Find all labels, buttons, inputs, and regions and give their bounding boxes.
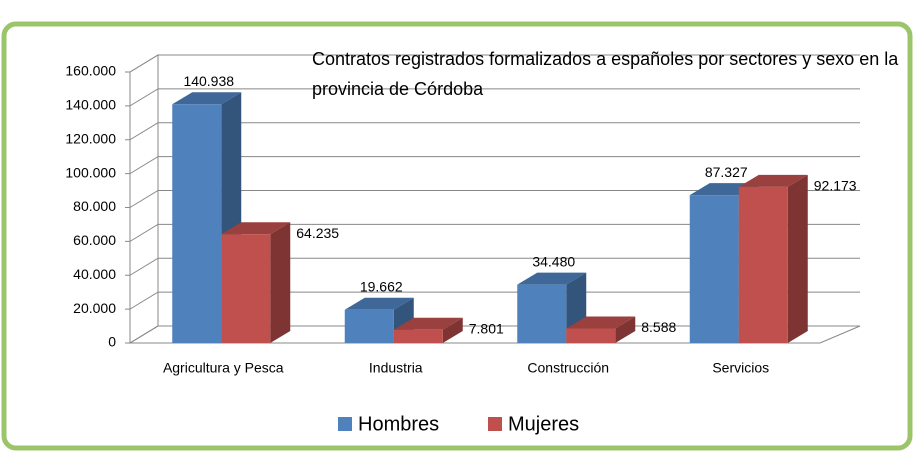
value-label: 34.480	[532, 253, 575, 269]
x-tick-label: Servicios	[712, 360, 769, 376]
y-tick-label: 60.000	[73, 232, 116, 248]
x-tick-label: Agricultura y Pesca	[163, 360, 284, 376]
bar-top	[566, 316, 636, 329]
bar-front	[566, 328, 616, 343]
bar-side	[442, 317, 463, 343]
y-tick-label: 0	[108, 334, 116, 350]
value-label: 87.327	[705, 164, 748, 180]
grid-line	[129, 223, 860, 242]
bar-top	[221, 222, 291, 235]
legend-swatch	[488, 417, 502, 431]
y-tick-label: 40.000	[73, 266, 116, 282]
bar	[221, 222, 291, 343]
bar-front	[517, 284, 567, 343]
bar-front	[344, 309, 394, 343]
grid-line	[129, 122, 860, 141]
y-tick-label: 20.000	[73, 300, 116, 316]
legend-swatch	[338, 417, 352, 431]
bar-front	[689, 195, 739, 343]
x-tick-label: Industria	[369, 360, 423, 376]
bar-front	[172, 104, 222, 344]
bar	[738, 174, 808, 343]
value-label: 92.173	[814, 178, 857, 194]
y-tick-label: 140.000	[65, 97, 116, 113]
bar-top	[172, 92, 242, 105]
bar-front	[221, 234, 271, 343]
bar-top	[344, 297, 414, 310]
y-tick-label: 100.000	[65, 164, 116, 180]
bar-side	[787, 174, 808, 343]
grid-line	[129, 190, 860, 208]
grid-line	[129, 54, 860, 73]
bar-front	[738, 186, 788, 343]
value-label: 140.938	[183, 73, 234, 89]
bar-top	[517, 272, 587, 285]
bar-top	[393, 317, 463, 330]
grid-line	[129, 88, 860, 107]
grid-line	[129, 156, 860, 175]
bar-top	[738, 174, 808, 187]
x-tick-label: Construcción	[527, 360, 609, 376]
bar	[393, 317, 463, 343]
value-label: 19.662	[360, 278, 403, 294]
bar-side	[615, 316, 636, 343]
legend-label: Hombres	[358, 413, 439, 435]
value-label: 64.235	[296, 225, 339, 241]
y-tick-label: 120.000	[65, 130, 116, 146]
y-tick-label: 80.000	[73, 198, 116, 214]
bar-front	[393, 329, 443, 343]
bar-side	[270, 222, 291, 343]
value-label: 7.801	[469, 320, 504, 336]
grid-line	[129, 291, 860, 310]
value-label: 8.588	[641, 319, 676, 335]
chart-title: Contratos registrados formalizados a esp…	[312, 49, 899, 99]
bar	[566, 316, 636, 343]
legend-label: Mujeres	[508, 413, 579, 435]
y-tick-label: 160.000	[65, 63, 116, 79]
grid-line	[129, 257, 860, 276]
